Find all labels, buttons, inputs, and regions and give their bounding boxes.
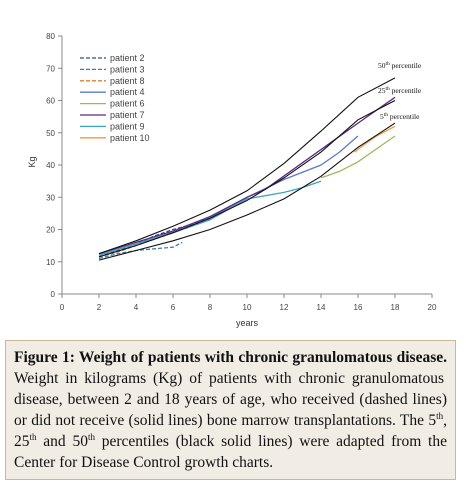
- percentile-label: 5th percentile: [380, 112, 420, 121]
- series-line-5th-percentile: [98, 122, 396, 261]
- series-line-patient-6: [320, 135, 396, 179]
- series-line-patient-3: [98, 241, 183, 260]
- y-axis-label: Kg: [27, 156, 37, 167]
- x-ticks: 0 2 4 6 8 10 12 14 16 18 20: [60, 294, 437, 312]
- percentile-label: 25th percentile: [378, 86, 422, 95]
- series-line-50th-percentile: [98, 77, 396, 255]
- series-line-patient-10: [353, 125, 396, 153]
- caption-sup-3: th: [87, 431, 95, 442]
- y-tick-label: 50: [46, 129, 55, 138]
- caption-title: Figure 1: Weight of patients with chroni…: [14, 349, 447, 366]
- x-tick-label: 14: [317, 303, 326, 312]
- legend-label: patient 10: [110, 133, 150, 143]
- y-tick-label: 0: [51, 290, 56, 299]
- x-tick-label: 18: [391, 303, 400, 312]
- series-line-patient-2: [98, 217, 211, 258]
- x-tick-label: 20: [428, 303, 437, 312]
- x-tick-label: 10: [243, 303, 252, 312]
- y-ticks: 0 10 20 30 40 50 60 70 80: [46, 32, 62, 299]
- x-tick-label: 12: [280, 303, 289, 312]
- x-axis-label: years: [236, 318, 259, 328]
- y-tick-label: 70: [46, 64, 55, 73]
- legend-label: patient 7: [110, 110, 145, 120]
- legend-label: patient 6: [110, 99, 145, 109]
- legend-label: patient 8: [110, 76, 145, 86]
- x-tick-label: 2: [97, 303, 102, 312]
- legend-label: patient 9: [110, 121, 145, 131]
- series-line-25th-percentile: [98, 100, 396, 258]
- percentile-label: 50th percentile: [378, 61, 422, 70]
- y-tick-label: 80: [46, 32, 55, 41]
- figure-caption: Figure 1: Weight of patients with chroni…: [5, 340, 456, 480]
- series-line-patient-7: [98, 96, 396, 255]
- y-tick-label: 10: [46, 258, 55, 267]
- caption-sup-1: th: [436, 410, 444, 421]
- chart-area: 0 10 20 30 40 50 60 70 80 0 2 4 6 8 10 12 14 16 18 20 Kg y…: [27, 32, 437, 328]
- x-tick-label: 16: [354, 303, 363, 312]
- caption-body-1: Weight in kilograms (Kg) of patients wit…: [14, 370, 447, 429]
- caption-body-4: percentiles (black solid lines) were ada…: [14, 433, 447, 471]
- x-tick-label: 8: [208, 303, 213, 312]
- series-lines: [98, 77, 396, 261]
- y-tick-label: 30: [46, 193, 55, 202]
- y-tick-label: 60: [46, 97, 55, 106]
- weight-chart: 0 10 20 30 40 50 60 70 80 0 2 4 6 8 10 12 14 16 18 20 Kg y…: [27, 32, 437, 328]
- y-tick-label: 20: [46, 226, 55, 235]
- caption-body-3: and 50: [36, 433, 88, 450]
- x-tick-label: 4: [134, 303, 139, 312]
- caption-sup-2: th: [29, 431, 37, 442]
- caption-body-2: , 25: [14, 412, 447, 450]
- percentile-labels: 50th percentile 25th percentile 5th percen…: [378, 61, 422, 121]
- legend-label: patient 4: [110, 87, 145, 97]
- x-tick-label: 0: [60, 303, 65, 312]
- legend-label: patient 2: [110, 53, 145, 63]
- x-tick-label: 6: [171, 303, 176, 312]
- y-tick-label: 40: [46, 161, 55, 170]
- legend-label: patient 3: [110, 64, 145, 74]
